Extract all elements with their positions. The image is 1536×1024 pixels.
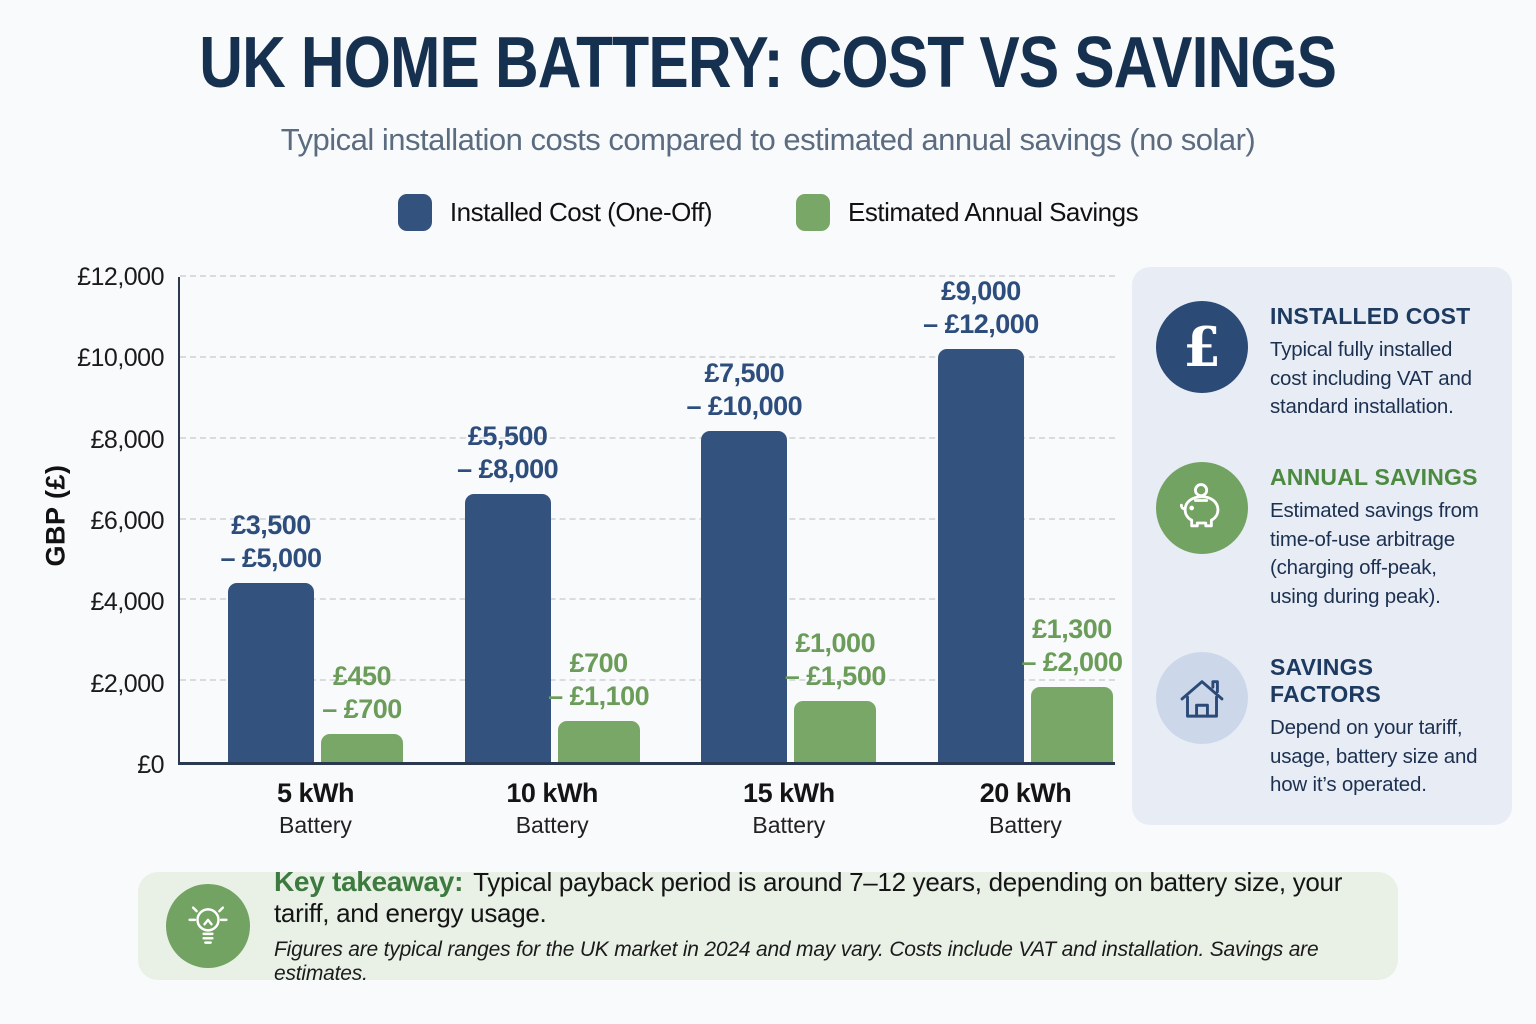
gridline	[180, 598, 1115, 601]
cost-bar: £9,000– £12,000	[923, 276, 1039, 762]
lightbulb-icon	[166, 884, 250, 968]
key-takeaway-panel: Key takeaway: Typical payback period is a…	[138, 866, 1398, 985]
cost-bar: £3,500– £5,000	[220, 510, 322, 762]
savings-bar: £450– £700	[321, 661, 403, 762]
takeaway-footnote: Figures are typical ranges for the UK ma…	[274, 938, 1319, 985]
gridline	[180, 436, 1115, 439]
savings-bar-label: £1,300– £2,000	[1021, 614, 1123, 678]
y-tick: £4,000	[90, 588, 165, 616]
bar-group-5kwh: £3,500– £5,000 £450– £700 5 kWh Battery	[220, 510, 403, 838]
gridline	[180, 679, 1115, 682]
bar-chart: GBP (£) £12,000 £10,000 £8,000 £6,000 £4…	[41, 263, 1124, 838]
plot-area: £3,500– £5,000 £450– £700 5 kWh Battery	[178, 275, 1123, 838]
card-title: INSTALLED COST	[1270, 303, 1471, 329]
card-body: Estimated savings from time-of-use arbit…	[1270, 499, 1479, 609]
page-subtitle: Typical installation costs compared to e…	[280, 122, 1256, 157]
bar-group-15kwh: £7,500– £10,000 £1,000– £1,500 15 kWh Ba…	[687, 358, 887, 838]
cost-bar-label: £3,500– £5,000	[220, 510, 322, 574]
legend-label-cost: Installed Cost (One-Off)	[449, 197, 713, 227]
gridline	[180, 275, 1115, 277]
savings-bar: £1,300– £2,000	[1021, 614, 1123, 762]
y-tick: £0	[137, 751, 164, 779]
x-axis-label: 5 kWh Battery	[276, 778, 355, 838]
savings-bar: £1,000– £1,500	[785, 628, 886, 762]
x-axis-label: 15 kWh Battery	[743, 778, 835, 838]
legend-item-cost: Installed Cost (One-Off)	[397, 194, 713, 231]
gridline	[180, 355, 1115, 358]
card-title: SAVINGS FACTORS	[1270, 653, 1381, 707]
bars-row: £3,500– £5,000 £450– £700 5 kWh Battery	[180, 276, 1123, 838]
card-installed-cost: £ INSTALLED COST Typical fully installed…	[1156, 301, 1488, 422]
x-axis-label: 10 kWh Battery	[506, 778, 598, 838]
bar-group-20kwh: £9,000– £12,000 £1,300– £2,000 20 kWh Ba…	[923, 276, 1123, 838]
page-title: UK HOME BATTERY: COST VS SAVINGS	[199, 23, 1338, 103]
y-tick: £12,000	[77, 263, 164, 291]
cost-swatch-icon	[397, 194, 432, 231]
savings-bar-label: £450– £700	[322, 661, 402, 725]
y-tick: £2,000	[90, 670, 165, 698]
savings-bar-label: £700– £1,100	[548, 648, 650, 712]
house-icon	[1156, 651, 1248, 744]
card-body: Depend on your tariff, usage, battery si…	[1270, 715, 1478, 797]
bar-group-10kwh: £5,500– £8,000 £700– £1,100 10 kWh Batte…	[457, 421, 650, 838]
info-sidebar: £ INSTALLED COST Typical fully installed…	[1132, 267, 1512, 825]
takeaway-text: Typical payback period is around 7–12 ye…	[274, 867, 1343, 928]
y-tick: £6,000	[90, 507, 165, 535]
legend-label-savings: Estimated Annual Savings	[848, 197, 1139, 227]
pound-icon: £	[1156, 301, 1248, 393]
legend-item-savings: Estimated Annual Savings	[796, 194, 1139, 231]
cost-bar: £5,500– £8,000	[457, 421, 559, 762]
savings-bar: £700– £1,100	[548, 648, 650, 762]
savings-bar-label: £1,000– £1,500	[784, 628, 887, 692]
cost-bar-label: £9,000– £12,000	[923, 276, 1039, 340]
y-tick: £10,000	[77, 344, 164, 372]
piggy-bank-icon	[1156, 462, 1248, 555]
takeaway-label: Key takeaway:	[274, 866, 464, 897]
cost-bar-label: £7,500– £10,000	[686, 358, 803, 422]
card-title: ANNUAL SAVINGS	[1270, 464, 1478, 491]
savings-swatch-icon	[796, 194, 830, 231]
x-axis-label: 20 kWh Battery	[979, 778, 1072, 838]
card-annual-savings: ANNUAL SAVINGS Estimated savings from ti…	[1156, 462, 1488, 612]
card-savings-factors: SAVINGS FACTORS Depend on your tariff, u…	[1156, 651, 1488, 800]
y-tick: £8,000	[90, 426, 165, 454]
gridline	[180, 517, 1115, 520]
cost-bar: £7,500– £10,000	[687, 358, 803, 762]
legend: Installed Cost (One-Off) Estimated Annua…	[0, 194, 1536, 231]
card-body: Typical fully installed cost including V…	[1270, 338, 1472, 419]
cost-bar-label: £5,500– £8,000	[457, 421, 559, 485]
